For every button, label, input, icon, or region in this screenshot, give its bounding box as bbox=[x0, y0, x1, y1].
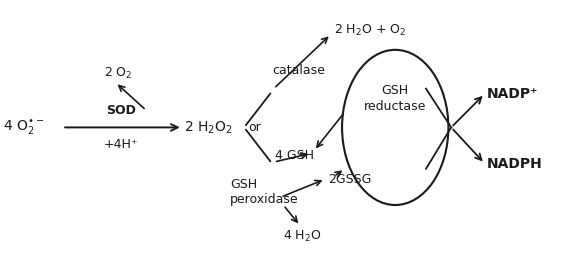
Text: 4 GSH: 4 GSH bbox=[275, 149, 314, 162]
Text: GSH
peroxidase: GSH peroxidase bbox=[230, 178, 299, 206]
Text: 2 H$_2$O$_2$: 2 H$_2$O$_2$ bbox=[184, 119, 233, 136]
Text: GSH
reductase: GSH reductase bbox=[364, 84, 426, 113]
Text: SOD: SOD bbox=[106, 104, 136, 117]
Text: 2GSSG: 2GSSG bbox=[328, 173, 371, 186]
Text: NADPH: NADPH bbox=[486, 157, 542, 171]
Text: 2 O$_2$: 2 O$_2$ bbox=[104, 66, 133, 81]
Text: 4 H$_2$O: 4 H$_2$O bbox=[283, 229, 322, 244]
Text: NADP⁺: NADP⁺ bbox=[486, 87, 538, 101]
Text: +4H⁺: +4H⁺ bbox=[104, 138, 138, 151]
Text: or: or bbox=[248, 121, 261, 134]
Text: 4 O$_2^{\bullet-}$: 4 O$_2^{\bullet-}$ bbox=[3, 118, 45, 137]
Text: catalase: catalase bbox=[272, 64, 325, 77]
Text: 2 H$_2$O + O$_2$: 2 H$_2$O + O$_2$ bbox=[334, 23, 406, 38]
